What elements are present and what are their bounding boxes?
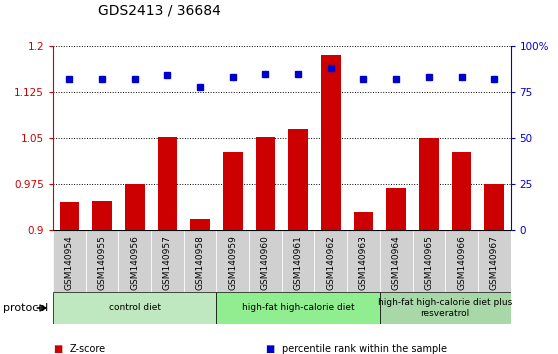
Bar (315, 230, 347, 292)
Bar (347, 230, 380, 292)
Bar (452, 152, 472, 230)
Bar (256, 137, 275, 230)
Bar (288, 129, 308, 230)
Bar (118, 230, 151, 292)
Text: GSM140965: GSM140965 (425, 235, 434, 290)
Text: Z-score: Z-score (70, 344, 106, 354)
Bar (223, 152, 243, 230)
Text: GSM140956: GSM140956 (130, 235, 139, 290)
Bar (354, 212, 373, 230)
Bar (92, 201, 112, 230)
Bar (190, 219, 210, 230)
Bar (380, 230, 412, 292)
Bar (151, 230, 184, 292)
Bar (380, 292, 511, 324)
Bar (53, 292, 217, 324)
Bar (125, 184, 145, 230)
Text: high-fat high-calorie diet: high-fat high-calorie diet (242, 303, 354, 313)
Text: GSM140964: GSM140964 (392, 235, 401, 290)
Text: GSM140954: GSM140954 (65, 235, 74, 290)
Bar (53, 230, 86, 292)
Text: GSM140962: GSM140962 (326, 235, 335, 290)
Bar (445, 230, 478, 292)
Bar (217, 292, 380, 324)
Text: ■: ■ (265, 344, 275, 354)
Text: GDS2413 / 36684: GDS2413 / 36684 (98, 4, 220, 18)
Text: GSM140961: GSM140961 (294, 235, 302, 290)
Text: GSM140960: GSM140960 (261, 235, 270, 290)
Bar (412, 230, 445, 292)
Text: GSM140963: GSM140963 (359, 235, 368, 290)
Bar (484, 184, 504, 230)
Bar (157, 137, 177, 230)
Text: percentile rank within the sample: percentile rank within the sample (282, 344, 447, 354)
Text: high-fat high-calorie diet plus
resveratrol: high-fat high-calorie diet plus resverat… (378, 298, 512, 318)
Bar (184, 230, 217, 292)
Text: GSM140967: GSM140967 (490, 235, 499, 290)
Bar (321, 55, 340, 230)
Bar (419, 138, 439, 230)
Text: GSM140958: GSM140958 (196, 235, 205, 290)
Bar (86, 230, 118, 292)
Text: ■: ■ (53, 344, 62, 354)
Bar (60, 202, 79, 230)
Bar (478, 230, 511, 292)
Text: GSM140959: GSM140959 (228, 235, 237, 290)
Bar (217, 230, 249, 292)
Text: GSM140957: GSM140957 (163, 235, 172, 290)
Bar (249, 230, 282, 292)
Text: control diet: control diet (109, 303, 161, 313)
Bar (282, 230, 315, 292)
Bar (386, 188, 406, 230)
Text: GSM140955: GSM140955 (98, 235, 107, 290)
Text: GSM140966: GSM140966 (457, 235, 466, 290)
Text: protocol: protocol (3, 303, 48, 313)
